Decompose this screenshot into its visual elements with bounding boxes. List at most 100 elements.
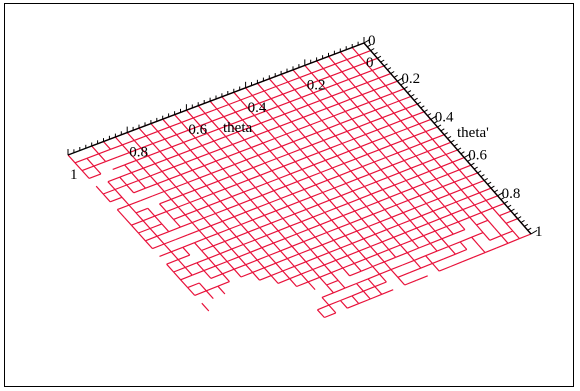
mesh-segment bbox=[247, 227, 260, 233]
mesh-segment bbox=[231, 243, 244, 250]
mesh-segment bbox=[144, 240, 153, 250]
mesh-segment bbox=[222, 273, 230, 283]
mesh-segment bbox=[166, 158, 175, 168]
mesh-segment bbox=[380, 169, 389, 178]
mesh-segment bbox=[328, 127, 336, 137]
mesh-segment bbox=[174, 114, 182, 123]
mesh-segment bbox=[390, 269, 399, 278]
mesh-segment bbox=[323, 135, 336, 141]
mesh-segment bbox=[284, 238, 293, 247]
mesh-segment bbox=[368, 221, 381, 228]
mesh-segment bbox=[166, 206, 179, 213]
mesh-segment bbox=[245, 87, 253, 96]
mesh-segment bbox=[266, 234, 274, 244]
mesh-segment bbox=[275, 86, 284, 95]
mesh-segment bbox=[313, 159, 326, 166]
mesh-segment bbox=[156, 235, 165, 245]
mesh-segment bbox=[314, 236, 323, 246]
mesh-segment bbox=[337, 227, 346, 237]
mesh-segment bbox=[453, 181, 462, 191]
mesh-segment bbox=[353, 263, 362, 272]
mesh-segment bbox=[105, 156, 118, 163]
mesh-segment bbox=[180, 174, 189, 183]
mesh-segment bbox=[191, 222, 200, 231]
mesh-segment bbox=[465, 177, 474, 186]
theta-prime-axis-tick-mark bbox=[410, 93, 415, 97]
mesh-segment bbox=[289, 225, 298, 235]
mesh-segment bbox=[206, 285, 219, 292]
mesh-segment bbox=[392, 88, 405, 94]
mesh-segment bbox=[312, 269, 321, 278]
mesh-segment bbox=[390, 264, 403, 271]
mesh-segment bbox=[247, 231, 256, 241]
mesh-segment bbox=[301, 168, 310, 178]
theta-axis-ticks: 0 0.2 0.4 0.6 0.8 1 bbox=[70, 55, 374, 183]
mesh-segment bbox=[348, 74, 361, 80]
mesh-segment bbox=[380, 97, 388, 106]
mesh-segment bbox=[213, 136, 227, 142]
mesh-segment bbox=[208, 200, 221, 207]
mesh-segment bbox=[430, 190, 439, 200]
mesh-segment bbox=[278, 173, 291, 180]
mesh-segment bbox=[303, 189, 312, 198]
axes bbox=[67, 37, 538, 235]
mesh-segment bbox=[372, 266, 380, 275]
theta-prime-axis-tick-mark bbox=[510, 208, 515, 212]
mesh-segment bbox=[173, 161, 186, 168]
mesh-segment bbox=[180, 169, 193, 176]
mesh-segment bbox=[145, 130, 159, 137]
mesh-segment bbox=[354, 210, 363, 220]
mesh-segment bbox=[213, 140, 222, 150]
mesh-segment bbox=[431, 263, 440, 272]
mesh-segment bbox=[245, 159, 254, 168]
mesh-segment bbox=[307, 276, 320, 283]
mesh-segment bbox=[437, 198, 446, 207]
mesh-segment bbox=[210, 273, 223, 279]
mesh-segment bbox=[403, 155, 417, 162]
mesh-segment bbox=[173, 166, 182, 176]
mesh-segment bbox=[347, 198, 360, 204]
mesh-segment bbox=[162, 118, 171, 128]
mesh-segment bbox=[114, 184, 127, 191]
mesh-segment bbox=[277, 106, 286, 115]
mesh-segment bbox=[124, 164, 132, 174]
mesh-segment bbox=[311, 68, 324, 74]
mesh-segment bbox=[432, 258, 445, 264]
mesh-segment bbox=[201, 245, 214, 252]
mesh-segment bbox=[360, 265, 373, 272]
mesh-segment bbox=[114, 189, 123, 198]
mesh-segment bbox=[477, 244, 486, 253]
mesh-segment bbox=[254, 110, 267, 116]
mesh-segment bbox=[282, 218, 291, 227]
mesh-segment bbox=[434, 225, 447, 232]
mesh-segment bbox=[135, 207, 149, 214]
mesh-segment bbox=[402, 212, 411, 221]
mesh-segment bbox=[300, 268, 314, 275]
mesh-segment bbox=[338, 98, 351, 105]
mesh-segment bbox=[484, 247, 497, 254]
mesh-segment bbox=[260, 122, 269, 132]
mesh-segment bbox=[256, 82, 265, 92]
mesh-segment bbox=[249, 251, 258, 261]
mesh-segment bbox=[294, 161, 303, 170]
mesh-segment bbox=[157, 178, 170, 185]
mesh-segment bbox=[173, 218, 181, 228]
mesh-segment bbox=[367, 149, 380, 155]
mesh-segment bbox=[199, 125, 208, 134]
mesh-segment bbox=[370, 121, 378, 131]
mesh-segment bbox=[248, 179, 256, 188]
mesh-segment bbox=[147, 155, 156, 165]
mesh-segment bbox=[407, 123, 420, 130]
mesh-segment bbox=[337, 279, 346, 289]
mesh-segment bbox=[286, 133, 294, 143]
mesh-segment bbox=[460, 189, 469, 198]
mesh-segment bbox=[336, 155, 345, 164]
mesh-segment bbox=[345, 178, 358, 184]
mesh-segment bbox=[258, 102, 267, 112]
mesh-segment bbox=[212, 245, 221, 255]
mesh-segment bbox=[218, 128, 227, 138]
mesh-segment bbox=[231, 196, 240, 205]
mesh-segment bbox=[187, 229, 200, 236]
mesh-segment bbox=[333, 239, 342, 249]
mesh-segment bbox=[194, 242, 202, 251]
